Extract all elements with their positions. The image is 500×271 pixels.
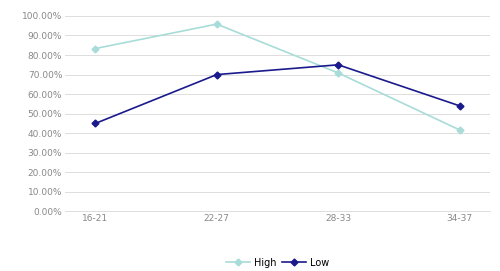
Legend: High, Low: High, Low [222,254,333,271]
